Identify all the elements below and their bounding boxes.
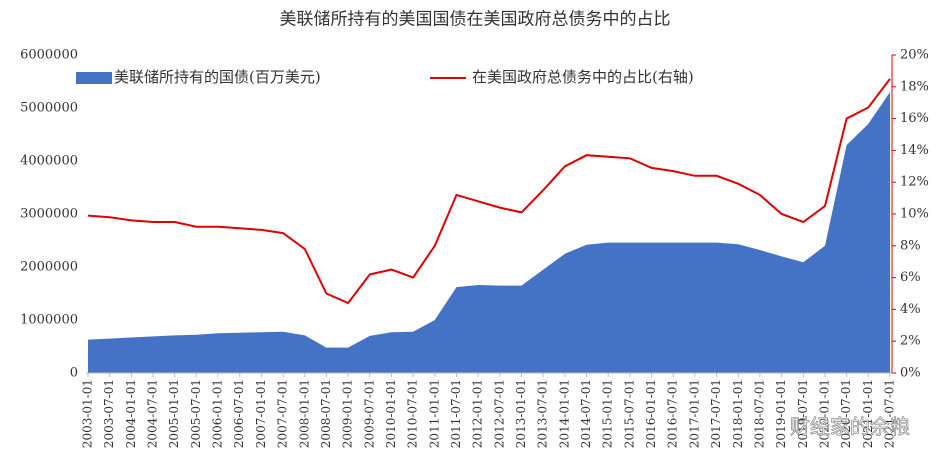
- x-tick-label: 2017-01-01: [687, 379, 701, 448]
- x-tick-label: 2003-01-01: [81, 379, 95, 448]
- y-tick-label: 2000000: [20, 260, 78, 275]
- y2-tick-label: 0%: [900, 366, 921, 381]
- x-tick-label: 2003-07-01: [102, 379, 116, 448]
- x-tick-label: 2012-01-01: [471, 379, 485, 448]
- line: [87, 78, 891, 305]
- x-tick-label: 2020-01-01: [817, 379, 831, 448]
- x-tick-label: 2005-07-01: [189, 379, 203, 448]
- x-tick-label: 2008-01-01: [297, 379, 311, 448]
- area: [88, 92, 890, 373]
- y2-tick-label: 6%: [900, 270, 921, 285]
- y2-tick-label: 20%: [900, 48, 929, 63]
- x-tick-label: 2018-07-01: [752, 379, 766, 448]
- x-tick-label: 2008-07-01: [319, 379, 333, 448]
- y2-tick-label: 18%: [900, 79, 929, 94]
- x-tick-label: 2015-07-01: [622, 379, 636, 448]
- x-tick-label: 2016-07-01: [666, 379, 680, 448]
- chart-title: 美联储所持有的美国国债在美国政府总债务中的占比: [280, 10, 671, 30]
- x-tick-label: 2012-07-01: [492, 379, 506, 448]
- y2-tick-label: 8%: [900, 238, 921, 253]
- x-tick-label: 2005-01-01: [167, 379, 181, 448]
- watermark: 财经家的余粮: [790, 415, 910, 439]
- x-tick-label: 2013-07-01: [536, 379, 550, 448]
- x-tick-label: 2014-07-01: [579, 379, 593, 448]
- legend-label: 美联储所持有的国债(百万美元): [114, 68, 321, 86]
- x-tick-label: 2013-01-01: [514, 379, 528, 448]
- y2-tick-label: 16%: [900, 111, 929, 126]
- x-tick-label: 2019-07-01: [796, 379, 810, 448]
- y-tick-label: 1000000: [20, 313, 78, 328]
- y2-tick-label: 4%: [900, 302, 921, 317]
- y-tick-label: 4000000: [20, 154, 78, 169]
- legend-label: 在美国政府总债务中的占比(右轴): [472, 68, 694, 86]
- x-tick-label: 2009-01-01: [341, 379, 355, 448]
- x-tick-label: 2016-01-01: [644, 379, 658, 448]
- y-tick-label: 0: [70, 366, 78, 381]
- y-tick-label: 6000000: [20, 48, 78, 63]
- x-tick-label: 2021-01-01: [861, 379, 875, 448]
- x-tick-label: 2011-07-01: [449, 379, 463, 448]
- x-tick-label: 2021-07-01: [883, 379, 897, 448]
- x-tick-label: 2017-07-01: [709, 379, 723, 448]
- y2-tick-label: 12%: [900, 175, 929, 190]
- y2-tick-label: 14%: [900, 143, 929, 158]
- x-tick-label: 2006-07-01: [232, 379, 246, 448]
- x-tick-label: 2010-07-01: [406, 379, 420, 448]
- x-tick-label: 2007-07-01: [276, 379, 290, 448]
- x-tick-label: 2020-07-01: [839, 379, 853, 448]
- legend-swatch: [76, 72, 112, 84]
- x-tick-label: 2004-07-01: [146, 379, 160, 448]
- x-tick-label: 2007-01-01: [254, 379, 268, 448]
- x-tick-label: 2019-01-01: [774, 379, 788, 448]
- x-tick-label: 2014-01-01: [557, 379, 571, 448]
- x-tick-label: 2009-07-01: [362, 379, 376, 448]
- x-tick-label: 2004-01-01: [124, 379, 138, 448]
- y-tick-label: 5000000: [20, 101, 78, 116]
- x-tick-label: 2011-01-01: [427, 379, 441, 448]
- x-tick-label: 2006-01-01: [211, 379, 225, 448]
- x-tick-label: 2010-01-01: [384, 379, 398, 448]
- x-tick-label: 2015-01-01: [601, 379, 615, 448]
- y2-tick-label: 2%: [900, 334, 921, 349]
- y-tick-label: 3000000: [20, 207, 78, 222]
- x-tick-label: 2018-01-01: [731, 379, 745, 448]
- y2-tick-label: 10%: [900, 207, 929, 222]
